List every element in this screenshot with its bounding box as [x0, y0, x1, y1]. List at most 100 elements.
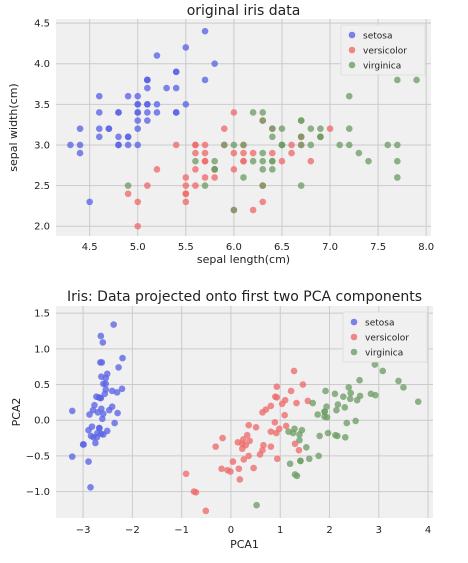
data-point — [134, 92, 142, 100]
data-point — [110, 321, 117, 328]
data-point — [211, 166, 218, 173]
data-point — [291, 471, 299, 478]
x-tick-label: 4.5 — [82, 242, 98, 253]
data-point — [134, 222, 142, 230]
y-tick-label: 4.0 — [34, 59, 50, 70]
data-point — [281, 411, 288, 419]
data-point — [182, 101, 190, 108]
data-point — [124, 92, 132, 100]
data-point — [282, 422, 290, 430]
data-point — [323, 403, 330, 410]
x-tick-label: 3 — [376, 525, 382, 536]
data-point — [413, 76, 420, 84]
data-point — [345, 141, 353, 149]
legend: setosa versicolor virginica — [342, 311, 428, 363]
x-tick-label: 4 — [425, 525, 431, 536]
data-point — [219, 434, 226, 442]
data-point — [259, 117, 267, 124]
data-point — [68, 453, 76, 460]
series-setosa — [67, 27, 218, 206]
data-point — [341, 404, 349, 411]
data-point — [293, 399, 300, 407]
data-point — [144, 76, 151, 84]
y-tick-label: 1.0 — [34, 344, 50, 355]
data-point — [105, 125, 113, 133]
data-point — [345, 125, 353, 133]
data-point — [341, 434, 349, 441]
legend-marker-virginica — [348, 61, 356, 69]
data-point — [297, 117, 305, 124]
y-tick-label: 1.5 — [34, 309, 50, 320]
y-axis: −1.0 −0.5 0.0 0.5 1.0 1.5 — [26, 309, 433, 498]
data-point — [272, 393, 279, 400]
data-point — [273, 455, 281, 463]
data-point — [230, 109, 238, 116]
data-point — [230, 141, 238, 149]
data-point — [144, 84, 151, 92]
data-point — [211, 157, 218, 165]
data-point — [124, 141, 132, 149]
data-point — [299, 381, 307, 388]
data-point — [273, 383, 281, 390]
data-point — [336, 141, 343, 149]
data-point — [259, 198, 267, 206]
data-point — [367, 390, 375, 398]
data-point — [331, 390, 339, 398]
data-point — [192, 141, 199, 149]
data-point — [240, 149, 247, 157]
legend-label-versicolor: versicolor — [365, 334, 409, 344]
data-point — [315, 452, 322, 460]
data-point — [134, 198, 142, 206]
legend-marker-virginica — [350, 348, 358, 356]
data-point — [97, 359, 104, 366]
data-point — [182, 198, 190, 206]
data-point — [68, 407, 76, 415]
data-point — [220, 125, 228, 133]
data-point — [353, 396, 361, 404]
data-point — [76, 141, 84, 149]
y-axis-label: PCA2 — [10, 398, 23, 427]
data-point — [352, 417, 359, 425]
data-point — [92, 439, 99, 447]
y-tick-label: 2.0 — [34, 222, 50, 233]
data-point — [269, 166, 276, 173]
data-point — [242, 441, 250, 449]
data-point — [249, 149, 257, 157]
data-point — [85, 458, 92, 465]
data-point — [297, 133, 305, 141]
data-point — [346, 395, 354, 403]
data-point — [287, 387, 295, 395]
series-virginica — [124, 76, 420, 214]
data-point — [269, 157, 276, 165]
data-point — [245, 421, 252, 429]
data-point — [307, 125, 315, 133]
data-point — [269, 125, 276, 133]
x-tick-label: 1 — [277, 525, 283, 536]
data-point — [153, 101, 161, 108]
data-point — [249, 157, 257, 165]
data-point — [182, 174, 190, 181]
legend-label-setosa: setosa — [365, 319, 394, 329]
data-point — [88, 423, 96, 430]
series-setosa — [68, 321, 126, 491]
data-point — [291, 440, 299, 448]
data-point — [304, 397, 312, 405]
x-tick-label: 2 — [326, 525, 332, 536]
data-point — [322, 387, 329, 395]
legend-label-virginica: virginica — [365, 349, 403, 359]
series-versicolor — [182, 367, 312, 515]
data-point — [93, 434, 101, 441]
data-point — [260, 441, 267, 449]
data-point — [192, 489, 200, 496]
y-tick-label: 3.0 — [34, 140, 50, 151]
data-point — [124, 182, 132, 189]
data-point — [144, 182, 151, 189]
legend-label-virginica: virginica — [363, 62, 401, 72]
data-point — [288, 141, 295, 149]
data-point — [182, 182, 190, 189]
data-point — [309, 399, 317, 407]
data-point — [97, 332, 105, 340]
data-point — [272, 429, 280, 437]
data-point — [307, 141, 315, 149]
data-point — [182, 44, 190, 51]
